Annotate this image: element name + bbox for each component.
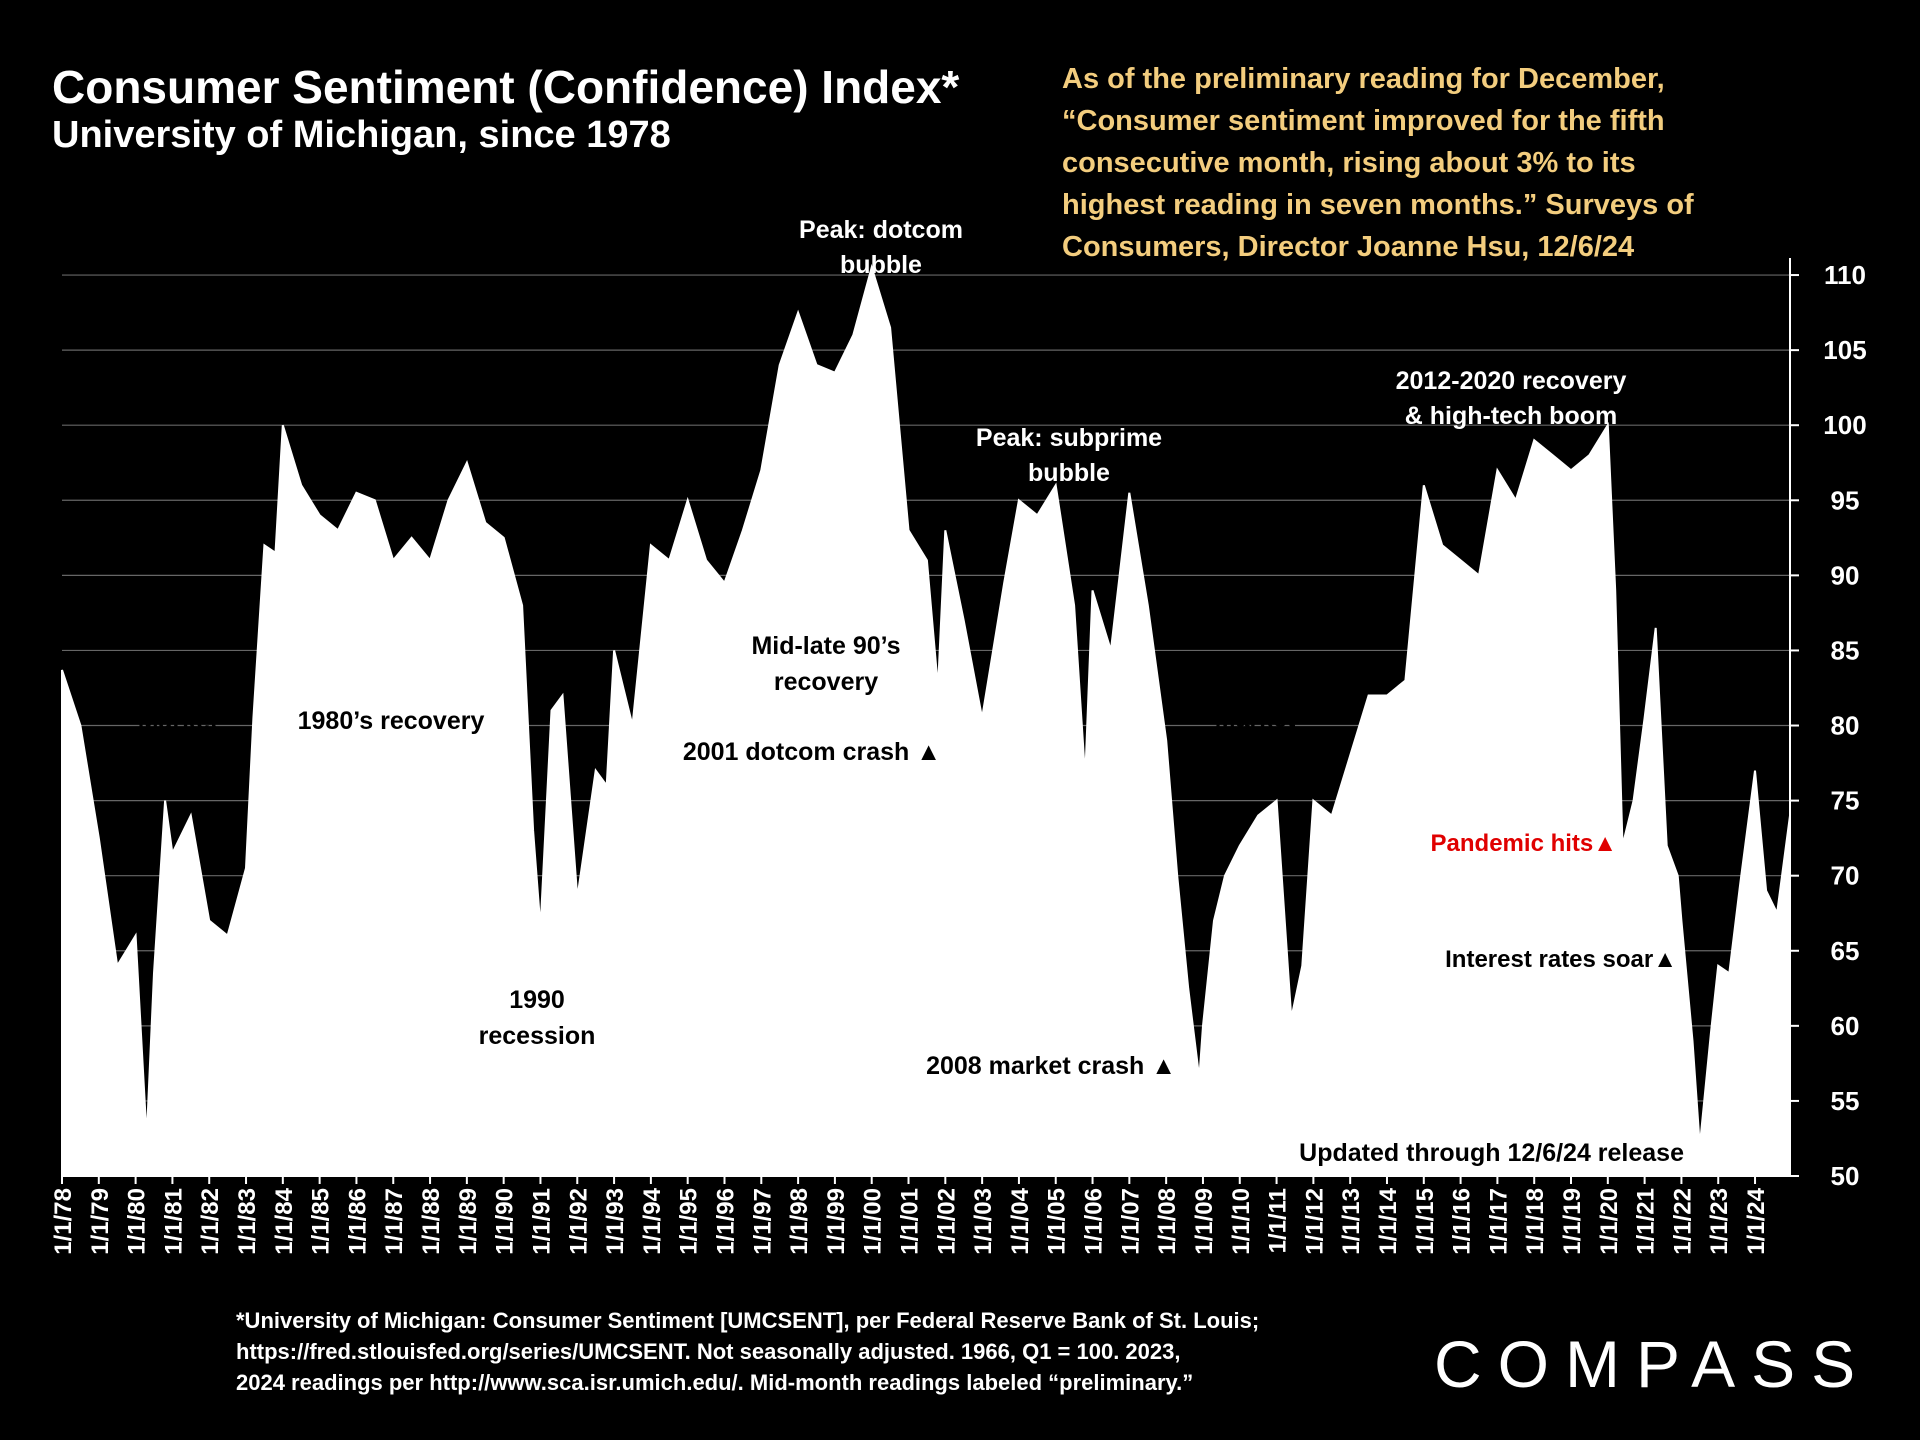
annotations: Market recession 1980’s recovery 1990 re… xyxy=(120,216,1684,1167)
y-axis: 50 55 60 65 70 75 80 85 90 95 100 105 110 xyxy=(1789,258,1867,1191)
x-tick-label: 1/1/93 xyxy=(602,1188,629,1255)
annotation-90s-recovery: recovery xyxy=(774,668,878,696)
x-tick-label: 1/1/97 xyxy=(749,1188,776,1255)
annotation-peak-dotcom: Peak: dotcom xyxy=(799,216,963,244)
x-tick-label: 1/1/05 xyxy=(1044,1188,1071,1255)
x-tick-label: 1/1/03 xyxy=(970,1188,997,1255)
x-tick-label: 1/1/84 xyxy=(271,1187,298,1254)
x-axis: 1/1/78 1/1/79 1/1/80 1/1/81 1/1/82 1/1/83 1/1/… xyxy=(50,1175,1790,1255)
annotation-2008-crash: 2008 market crash ▲ xyxy=(926,1052,1176,1080)
x-tick-label: 1/1/88 xyxy=(418,1188,445,1255)
x-tick-label: 1/1/95 xyxy=(676,1188,703,1255)
x-tick-label: 1/1/20 xyxy=(1596,1188,1623,1255)
x-tick-label: 1/1/86 xyxy=(344,1188,371,1255)
y-tick-label: 50 xyxy=(1831,1161,1860,1191)
annotation-market-recession-1: recession xyxy=(120,742,237,770)
x-tick-label: 1/1/06 xyxy=(1081,1188,1108,1255)
x-tick-label: 1/1/11 xyxy=(1265,1188,1292,1253)
x-tick-label: 1/1/98 xyxy=(786,1188,813,1255)
annotation-90s-recovery: Mid-late 90’s xyxy=(751,632,900,660)
quote-line: consecutive month, rising about 3% to it… xyxy=(1062,147,1636,179)
x-tick-label: 1/1/85 xyxy=(308,1188,335,1255)
x-tick-label: 1/1/83 xyxy=(234,1188,261,1255)
annotation-interest-rates: Interest rates soar▲ xyxy=(1445,946,1677,973)
quote-line: Consumers, Director Joanne Hsu, 12/6/24 xyxy=(1062,231,1635,263)
annotation-updated: Updated through 12/6/24 release xyxy=(1299,1139,1684,1167)
x-tick-label: 1/1/21 xyxy=(1633,1188,1660,1255)
footnote-line: 2024 readings per http://www.sca.isr.umi… xyxy=(236,1370,1194,1395)
x-tick-label: 1/1/07 xyxy=(1117,1188,1144,1255)
x-tick-label: 1/1/87 xyxy=(381,1188,408,1255)
quote-line: highest reading in seven months.” Survey… xyxy=(1062,189,1694,221)
x-tick-label: 1/1/17 xyxy=(1485,1188,1512,1255)
annotation-market-recession-2: recession xyxy=(1197,740,1314,768)
data-area xyxy=(61,263,1791,1177)
x-tick-label: 1/1/99 xyxy=(823,1188,850,1255)
x-tick-label: 1/1/90 xyxy=(492,1188,519,1255)
x-tick-label: 1/1/12 xyxy=(1301,1188,1328,1255)
x-tick-label: 1/1/00 xyxy=(860,1188,887,1255)
x-tick-label: 1/1/23 xyxy=(1706,1188,1733,1255)
annotation-market-recession-1: Market xyxy=(138,707,219,735)
y-tick-label: 100 xyxy=(1823,410,1866,440)
y-tick-label: 95 xyxy=(1831,485,1860,515)
y-tick-label: 65 xyxy=(1831,936,1860,966)
x-tick-label: 1/1/92 xyxy=(565,1188,592,1255)
x-tick-label: 1/1/81 xyxy=(160,1188,187,1255)
x-tick-label: 1/1/09 xyxy=(1191,1188,1218,1255)
y-tick-label: 85 xyxy=(1831,635,1860,665)
y-tick-label: 105 xyxy=(1823,335,1866,365)
y-tick-label: 90 xyxy=(1831,560,1860,590)
annotation-2012-recovery: 2012-2020 recovery xyxy=(1396,367,1627,395)
x-tick-label: 1/1/01 xyxy=(897,1188,924,1255)
annotation-1990-recession: recession xyxy=(479,1022,596,1050)
annotation-peak-subprime: Peak: subprime xyxy=(976,424,1162,452)
y-tick-label: 110 xyxy=(1824,260,1866,290)
x-tick-label: 1/1/80 xyxy=(124,1188,151,1255)
y-tick-label: 55 xyxy=(1831,1086,1860,1116)
y-tick-label: 75 xyxy=(1831,786,1860,816)
x-tick-label: 1/1/22 xyxy=(1669,1188,1696,1255)
x-tick-label: 1/1/79 xyxy=(87,1188,114,1255)
y-tick-label: 60 xyxy=(1831,1011,1860,1041)
annotation-peak-dotcom: bubble xyxy=(840,251,922,279)
footnote-line: *University of Michigan: Consumer Sentim… xyxy=(236,1308,1260,1333)
x-tick-label: 1/1/16 xyxy=(1449,1188,1476,1255)
x-tick-label: 1/1/24 xyxy=(1743,1187,1770,1254)
annotation-market-recession-2: Market xyxy=(1215,705,1296,733)
x-tick-label: 1/1/91 xyxy=(529,1188,556,1255)
x-tick-label: 1/1/13 xyxy=(1338,1188,1365,1255)
x-tick-label: 1/1/04 xyxy=(1007,1187,1034,1254)
x-tick-label: 1/1/02 xyxy=(933,1188,960,1255)
x-tick-label: 1/1/10 xyxy=(1228,1188,1255,1255)
x-tick-label: 1/1/19 xyxy=(1559,1188,1586,1255)
x-tick-label: 1/1/14 xyxy=(1375,1187,1402,1254)
chart-title: Consumer Sentiment (Confidence) Index* xyxy=(52,61,960,113)
quote-box: As of the preliminary reading for Decemb… xyxy=(1062,58,1708,268)
x-tick-label: 1/1/18 xyxy=(1522,1188,1549,1255)
chart-subtitle: University of Michigan, since 1978 xyxy=(52,114,671,156)
x-tick-label: 1/1/15 xyxy=(1412,1188,1439,1255)
compass-logo: COMPASS xyxy=(1434,1327,1872,1401)
x-tick-label: 1/1/82 xyxy=(197,1188,224,1255)
annotation-1990-recession: 1990 xyxy=(509,986,565,1014)
y-tick-label: 80 xyxy=(1831,711,1860,741)
footnote-line: https://fred.stlouisfed.org/series/UMCSE… xyxy=(236,1339,1181,1364)
quote-line: As of the preliminary reading for Decemb… xyxy=(1062,63,1665,95)
annotation-2012-recovery: & high-tech boom xyxy=(1405,402,1617,430)
x-tick-label: 1/1/08 xyxy=(1154,1188,1181,1255)
annotation-peak-subprime: bubble xyxy=(1028,459,1110,487)
x-tick-label: 1/1/89 xyxy=(455,1188,482,1255)
x-tick-label: 1/1/96 xyxy=(713,1188,740,1255)
x-tick-label: 1/1/94 xyxy=(639,1187,666,1254)
series-area xyxy=(61,263,1791,1177)
annotation-1980s-recovery: 1980’s recovery xyxy=(298,707,485,735)
source-footnote: *University of Michigan: Consumer Sentim… xyxy=(236,1305,1316,1398)
y-tick-label: 70 xyxy=(1831,861,1860,891)
annotation-pandemic: Pandemic hits▲ xyxy=(1431,830,1617,857)
x-tick-label: 1/1/78 xyxy=(50,1188,77,1255)
annotation-dotcom-crash: 2001 dotcom crash ▲ xyxy=(683,738,941,766)
quote-line: “Consumer sentiment improved for the fif… xyxy=(1062,105,1665,137)
